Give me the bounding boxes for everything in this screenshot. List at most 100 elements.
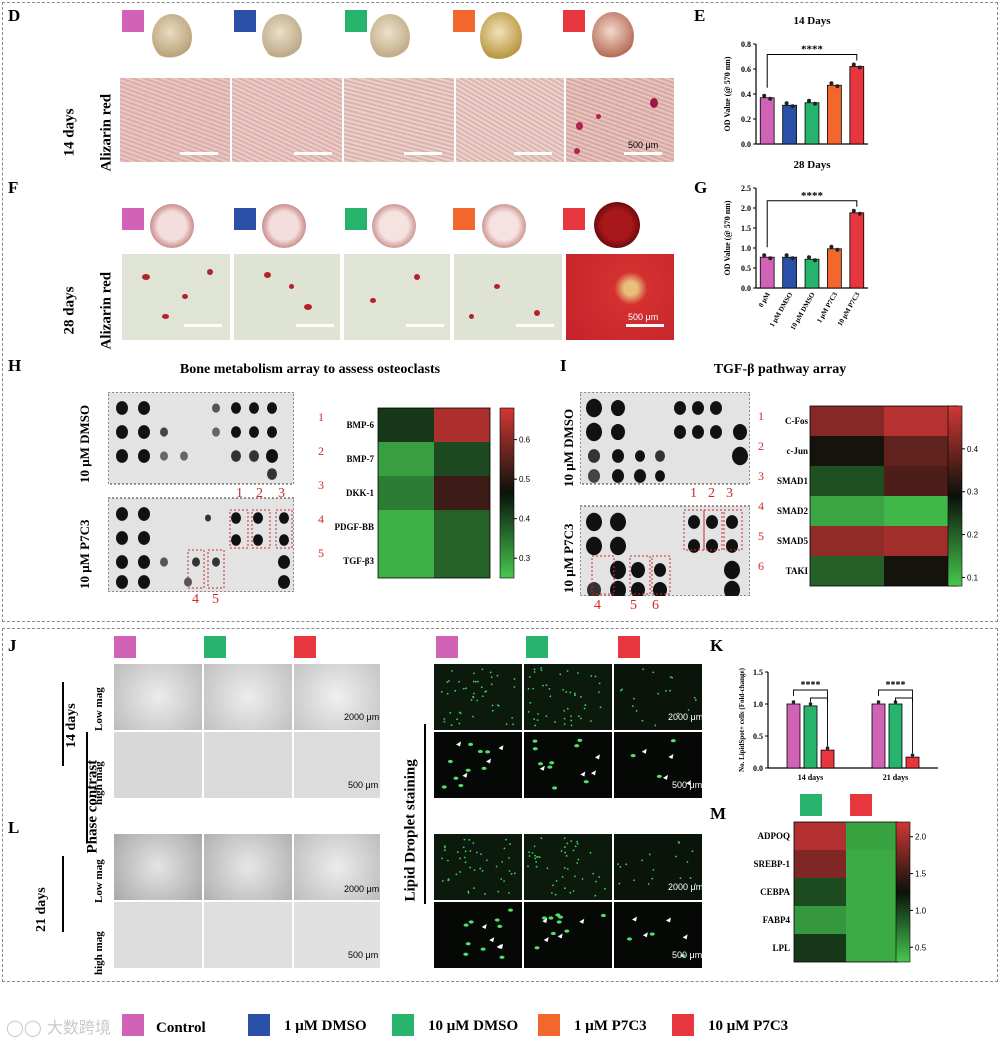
lipid-cell xyxy=(626,937,632,941)
lipid-droplet xyxy=(531,851,534,854)
m-swatch-dmso10 xyxy=(800,794,822,816)
y-tick-label: 0.5 xyxy=(753,732,763,741)
array-membrane xyxy=(580,392,750,485)
lipid-droplet xyxy=(561,875,564,878)
data-point xyxy=(762,93,767,98)
i-row1-label: 10 μM DMSO xyxy=(561,408,576,487)
lipid-droplet xyxy=(511,717,514,719)
lipid-droplet xyxy=(503,847,506,850)
array-spot xyxy=(674,401,686,415)
lipid-droplet xyxy=(570,719,573,722)
lipid-droplet xyxy=(464,861,467,864)
lipid-droplet xyxy=(496,704,499,707)
array-spot xyxy=(655,470,665,482)
significance-bracket xyxy=(878,689,913,754)
j-low-1 xyxy=(114,664,202,730)
lipid-droplet xyxy=(473,887,475,890)
d-days-label: 14 days xyxy=(61,108,78,157)
array-spot xyxy=(706,515,718,529)
lipid-14-high-1 xyxy=(434,732,522,798)
lipid-21-low-3 xyxy=(614,834,702,900)
lipid-droplet xyxy=(473,672,475,675)
lipid-droplet xyxy=(687,708,690,711)
l-high-3 xyxy=(294,902,380,968)
heatmap-cell xyxy=(434,510,490,544)
highlight-box xyxy=(229,509,249,549)
heatmap-row-number: 3 xyxy=(758,469,764,483)
heatmap-cell xyxy=(378,544,434,578)
lipid-21-low-1 xyxy=(434,834,522,900)
lipid-14-low-3 xyxy=(614,664,702,730)
x-tick-label: 14 days xyxy=(798,773,824,782)
d-micrograph-3 xyxy=(344,78,454,162)
significance-bracket xyxy=(810,697,828,702)
array-spot xyxy=(116,531,128,545)
lipid-droplet xyxy=(500,878,503,880)
d-swatch-dmso10 xyxy=(345,10,367,32)
lipid-droplet xyxy=(691,850,694,853)
d-micrograph-5 xyxy=(566,78,674,162)
lipid-scale-low-14: 2000 μm xyxy=(668,712,704,722)
significance-bracket xyxy=(766,54,858,88)
lipid-droplet xyxy=(590,720,592,722)
lipid-droplet xyxy=(446,692,449,695)
lipid-21-high-2 xyxy=(524,902,612,968)
i-box-number-1: 1 xyxy=(690,486,697,501)
lipid-droplet xyxy=(563,723,566,725)
array-membrane xyxy=(108,392,294,485)
bar xyxy=(827,248,842,289)
lipid-droplet xyxy=(679,877,682,880)
lipid-cell xyxy=(577,738,583,742)
panel-label-m: M xyxy=(710,804,727,823)
array-spot xyxy=(688,515,700,529)
lipid-droplet xyxy=(542,684,544,687)
lipid-cell xyxy=(564,929,570,933)
lipid-droplet xyxy=(654,724,657,727)
lipid-droplet xyxy=(540,667,543,669)
array-spot xyxy=(231,402,241,414)
array-spot xyxy=(586,536,602,556)
heatmap-row-label: C-Fos xyxy=(785,416,808,426)
lipid-cell xyxy=(468,742,474,746)
array-spot xyxy=(611,423,625,441)
heatmap-row-number: 1 xyxy=(318,410,324,424)
array-spot xyxy=(612,469,624,483)
lipid-droplet xyxy=(576,840,579,843)
array-spot xyxy=(726,539,738,553)
y-tick-label: 1.0 xyxy=(753,700,763,709)
h-heatmap: BMP-6 1 BMP-7 2 DKK-1 3 PDGF-BB 4 TGF-β3 5 0.6 0.5 0… xyxy=(318,407,531,579)
heatmap-cell xyxy=(884,466,958,496)
lipid-droplet xyxy=(548,687,551,690)
y-axis-label: No. LipidSpot+ cells (Fold-change) xyxy=(738,667,746,772)
highlight-box xyxy=(187,549,205,589)
array-spot xyxy=(138,449,150,463)
lipid-droplet xyxy=(469,850,472,852)
lipid-droplet xyxy=(473,692,475,695)
data-point xyxy=(768,96,773,101)
heatmap-cell xyxy=(846,906,898,934)
heatmap-cell xyxy=(378,510,434,544)
heatmap-row-number: 6 xyxy=(758,559,764,573)
lipid-droplet xyxy=(647,882,650,885)
lipid-droplet xyxy=(594,880,597,883)
f-micrograph-3 xyxy=(344,254,450,340)
arrowhead-icon xyxy=(539,765,545,771)
lipid-droplet xyxy=(563,709,566,712)
lipid-droplet xyxy=(455,873,458,876)
lipid-droplet xyxy=(446,681,449,684)
f-micrograph-1 xyxy=(122,254,230,340)
array-spot xyxy=(610,560,626,580)
lipid-droplet xyxy=(470,699,473,701)
lipid-droplet xyxy=(508,892,510,894)
lipid-droplet xyxy=(563,717,566,720)
lipid-droplet xyxy=(528,851,530,854)
lipid-14-low-1 xyxy=(434,664,522,730)
j-low-2 xyxy=(204,664,292,730)
lipid-droplet xyxy=(574,875,576,878)
array-spot xyxy=(267,426,277,438)
j-swatch-dmso10 xyxy=(204,636,226,658)
panel-label-k: K xyxy=(710,636,724,655)
f-micrograph-5 xyxy=(566,254,674,340)
array-spot xyxy=(706,539,718,553)
lipid-droplet xyxy=(456,851,459,854)
